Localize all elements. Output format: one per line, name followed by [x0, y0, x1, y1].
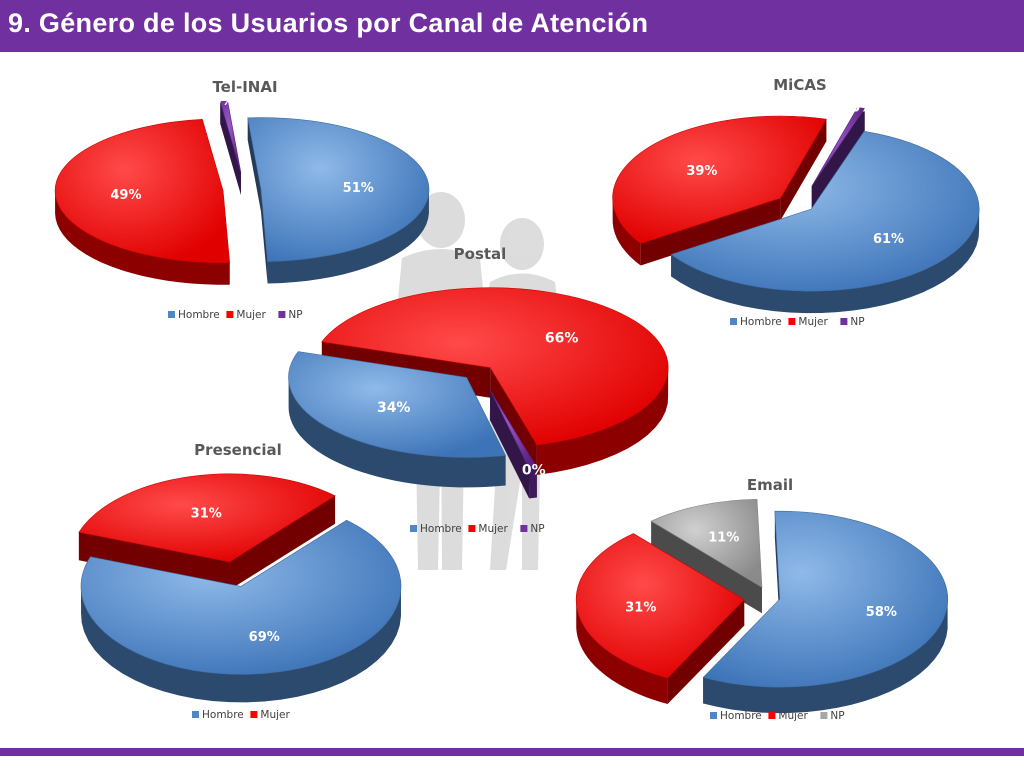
footer-bar: [0, 748, 1024, 756]
chart-title: MiCAS: [773, 76, 827, 94]
legend-item-hombre: Hombre: [192, 709, 244, 721]
chart-legend: Hombre Mujer NP: [730, 316, 865, 328]
legend-item-mujer: Mujer: [226, 309, 266, 321]
svg-text:Hombre: Hombre: [720, 710, 762, 722]
legend-item-hombre: Hombre: [410, 523, 462, 535]
svg-text:Mujer: Mujer: [236, 309, 266, 321]
pie-chart-email: Email 58% 31% 11% Hombre Mujer NP: [575, 476, 949, 722]
svg-text:Mujer: Mujer: [478, 523, 508, 535]
slice-np: [811, 107, 866, 209]
legend-item-mujer: Mujer: [768, 710, 808, 722]
chart-legend: Hombre Mujer NP: [168, 309, 303, 321]
header-bar: 9. Género de los Usuarios por Canal de A…: [0, 0, 1024, 52]
data-label-hombre: 58%: [866, 605, 897, 620]
data-label-mujer: 31%: [625, 600, 656, 615]
slice-hombre: [288, 351, 507, 488]
chart-title: Postal: [454, 245, 507, 263]
slice-hombre: [670, 131, 980, 314]
legend-item-hombre: Hombre: [710, 710, 762, 722]
slice-np: [489, 390, 538, 499]
svg-text:NP: NP: [830, 710, 844, 722]
slice-hombre: [702, 510, 949, 714]
slice-mujer: [78, 473, 336, 590]
legend-item-mujer: Mujer: [788, 316, 828, 328]
slice-mujer: [575, 533, 745, 704]
slice-mujer: [54, 119, 230, 285]
chart-title: Presencial: [194, 441, 282, 459]
pie-chart-tel-inai: Tel-INAI 51% 49% 0% Hombre Mujer NP: [54, 78, 430, 321]
legend-item-np: NP: [278, 309, 303, 321]
data-label-np: 0%: [851, 100, 873, 115]
data-label-mujer: 49%: [110, 188, 141, 203]
svg-text:Mujer: Mujer: [260, 709, 290, 721]
chart-title: Email: [747, 476, 793, 494]
svg-text:NP: NP: [850, 316, 864, 328]
svg-text:NP: NP: [530, 523, 544, 535]
slice-mujer: [612, 115, 827, 266]
legend-item-hombre: Hombre: [730, 316, 782, 328]
data-label-hombre: 51%: [343, 181, 374, 196]
page-title: 9. Género de los Usuarios por Canal de A…: [8, 8, 649, 38]
svg-text:Mujer: Mujer: [778, 710, 808, 722]
slice-np: [650, 499, 763, 614]
data-label-mujer: 39%: [686, 164, 717, 179]
data-label-hombre: 61%: [873, 232, 904, 247]
slice-hombre: [247, 117, 430, 284]
pie-chart-presencial: Presencial 69% 31% Hombre Mujer: [78, 441, 402, 721]
data-label-hombre: 69%: [249, 630, 280, 645]
data-label-np: 11%: [708, 531, 739, 546]
svg-text:Mujer: Mujer: [798, 316, 828, 328]
legend-item-np: NP: [840, 316, 865, 328]
chart-legend: Hombre Mujer: [192, 709, 290, 721]
data-label-hombre: 34%: [377, 400, 411, 416]
data-label-mujer: 31%: [191, 506, 222, 521]
data-label-np: 0%: [522, 463, 546, 479]
legend-item-mujer: Mujer: [250, 709, 290, 721]
chart-legend: Hombre Mujer NP: [410, 523, 545, 535]
data-label-np: 0%: [213, 94, 235, 109]
slice-hombre: [80, 519, 402, 703]
svg-text:Hombre: Hombre: [178, 309, 220, 321]
svg-text:Hombre: Hombre: [420, 523, 462, 535]
svg-text:NP: NP: [288, 309, 302, 321]
slice-np: [219, 100, 242, 195]
legend-item-np: NP: [520, 523, 545, 535]
pie-chart-postal: Postal 34% 66% 0% Hombre Mujer NP: [288, 245, 669, 535]
data-label-mujer: 66%: [545, 331, 579, 347]
legend-item-np: NP: [820, 710, 845, 722]
legend-item-mujer: Mujer: [468, 523, 508, 535]
chart-title: Tel-INAI: [212, 78, 277, 96]
chart-legend: Hombre Mujer NP: [710, 710, 845, 722]
legend-item-hombre: Hombre: [168, 309, 220, 321]
svg-text:Hombre: Hombre: [202, 709, 244, 721]
pie-chart-micas: MiCAS 61% 39% 0% Hombre Mujer NP: [612, 76, 980, 328]
svg-text:Hombre: Hombre: [740, 316, 782, 328]
